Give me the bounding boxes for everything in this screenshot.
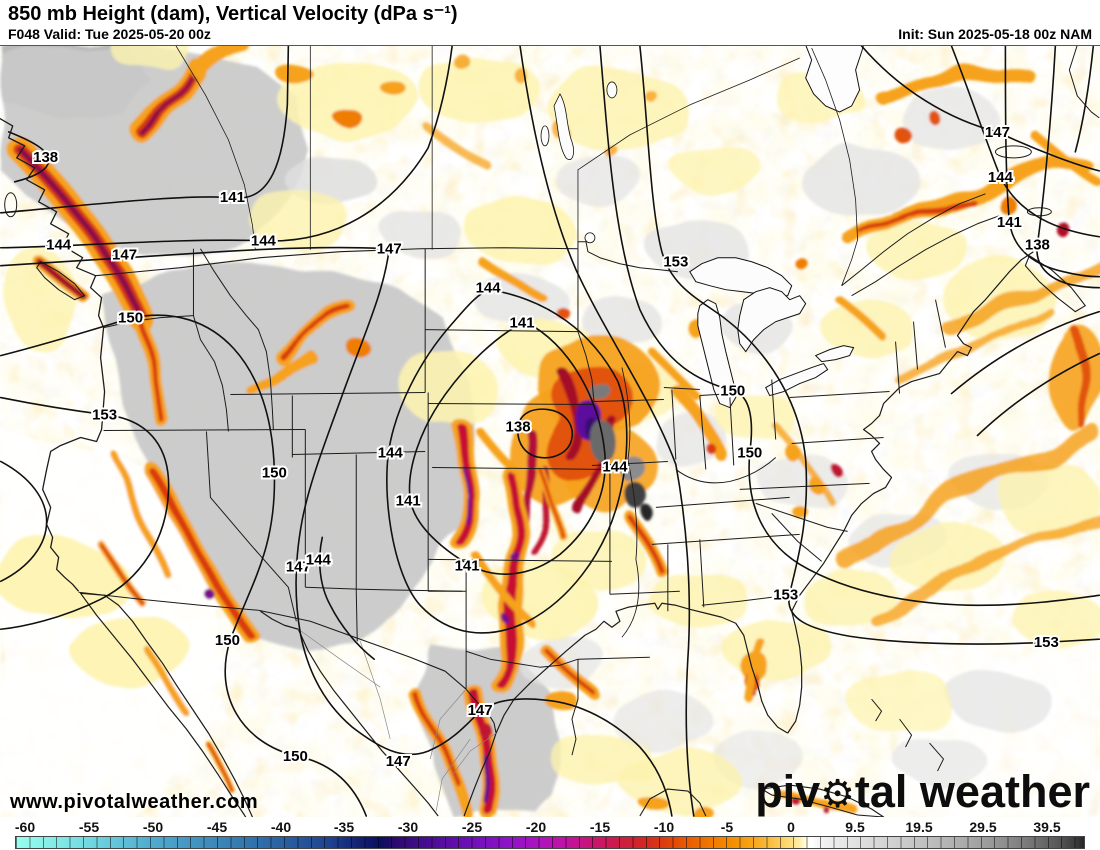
contour-label: 147 — [286, 558, 311, 575]
header: 850 mb Height (dam), Vertical Velocity (… — [0, 0, 1100, 45]
colorbar-tick: -35 — [333, 819, 355, 835]
height-contours — [0, 46, 1100, 817]
contour-label: 147 — [386, 753, 411, 770]
contour-label: 144 — [46, 237, 72, 254]
colorbar-tick: -30 — [397, 819, 419, 835]
pivotal-weather-logo: piv⚙tal weather — [755, 769, 1090, 815]
contour-label: 144 — [476, 280, 502, 297]
contour-label: 147 — [985, 124, 1010, 141]
contour-label: 147 — [468, 702, 493, 719]
colorbar-zone: -60 -55 -50 -45 -40 -35 -30 -25 -20 -15 -10 -5 0 9.5 1… — [0, 817, 1100, 850]
contour-label: 153 — [773, 586, 798, 603]
colorbar-tick: 19.5 — [905, 819, 933, 835]
colorbar-tick: -5 — [720, 819, 734, 835]
contour-label: 141 — [455, 557, 480, 574]
contour-label: 150 — [283, 748, 308, 765]
contour-label: 141 — [510, 315, 535, 332]
colorbar-tick: 29.5 — [969, 819, 997, 835]
contour-label: 153 — [663, 254, 688, 271]
contour-label: 144 — [251, 233, 277, 250]
contour-label: 138 — [506, 419, 531, 436]
contour-label: 141 — [396, 492, 421, 509]
contour-label: 153 — [1034, 634, 1059, 651]
contour-label: 150 — [737, 444, 762, 461]
colorbar — [15, 836, 1085, 849]
colorbar-tick: -50 — [142, 819, 164, 835]
colorbar-tick: 39.5 — [1033, 819, 1061, 835]
contour-label: 150 — [720, 383, 745, 400]
header-divider — [0, 45, 1100, 46]
contour-label: 150 — [262, 464, 287, 481]
colorbar-tick: -25 — [461, 819, 483, 835]
colorbar-tick: -20 — [525, 819, 547, 835]
colorbar-tick: -10 — [653, 819, 675, 835]
map-area: 138 141 144 144 147 147 150 153 150 150 150 147 144 1… — [0, 46, 1100, 817]
watermark-url: www.pivotalweather.com — [10, 791, 259, 813]
colorbar-tick-labels: -60 -55 -50 -45 -40 -35 -30 -25 -20 -15 -10 -5 0 9.5 1… — [0, 819, 1100, 835]
valid-time-label: F048 Valid: Tue 2025-05-20 00z — [8, 26, 211, 42]
contour-label: 153 — [92, 407, 117, 424]
contour-label: 144 — [378, 444, 404, 461]
mexico-state-borders — [298, 628, 497, 812]
contour-label: 147 — [377, 241, 402, 258]
page-title: 850 mb Height (dam), Vertical Velocity (… — [8, 3, 458, 25]
geo-borders — [0, 46, 1100, 817]
colorbar-tick: -60 — [14, 819, 36, 835]
gear-icon: ⚙ — [820, 772, 855, 818]
contour-label: 138 — [1025, 237, 1050, 254]
init-time-label: Init: Sun 2025-05-18 00z NAM — [898, 26, 1092, 42]
colorbar-cell-grid — [16, 837, 1084, 848]
colorbar-tick: -55 — [78, 819, 100, 835]
contour-label: 141 — [997, 214, 1022, 231]
colorbar-tick: -15 — [589, 819, 611, 835]
contour-label: 150 — [215, 632, 240, 649]
contour-label: 141 — [220, 189, 245, 206]
logo-text-left: piv — [755, 766, 821, 818]
colorbar-tick: -40 — [270, 819, 292, 835]
contour-label: 150 — [118, 310, 143, 327]
lakes — [540, 46, 864, 409]
logo-text-right: tal weather — [854, 766, 1090, 818]
contour-label: 138 — [33, 149, 58, 166]
colorbar-tick: -45 — [206, 819, 228, 835]
contour-label: 147 — [112, 247, 137, 264]
colorbar-tick: 0 — [787, 819, 795, 835]
vertical-velocity-shading — [0, 46, 1100, 817]
contour-label: 144 — [306, 551, 332, 568]
colorbar-tick: 9.5 — [845, 819, 865, 835]
contour-label: 144 — [602, 458, 628, 475]
contour-label: 144 — [988, 169, 1014, 186]
